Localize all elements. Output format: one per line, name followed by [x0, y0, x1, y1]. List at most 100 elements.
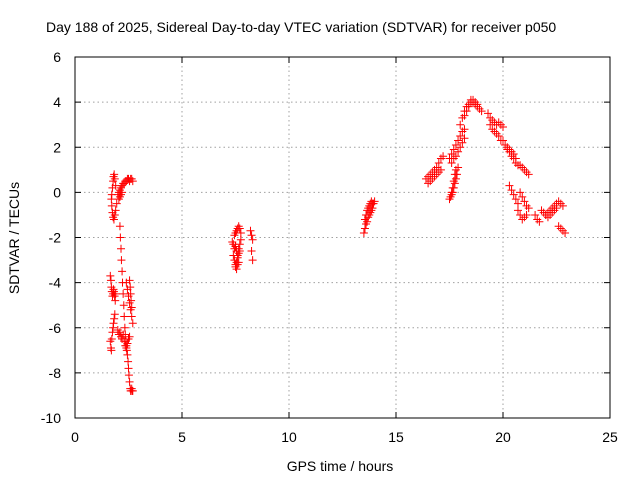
data-point: [126, 283, 135, 292]
data-point: [439, 152, 448, 161]
data-point: [247, 231, 256, 240]
data-point: [522, 210, 531, 219]
y-tick-label: -8: [49, 365, 62, 381]
data-point: [537, 206, 546, 215]
data-point: [109, 172, 118, 181]
data-point: [110, 310, 119, 319]
data-point: [106, 337, 115, 346]
data-point: [471, 98, 480, 107]
data-point: [127, 312, 136, 321]
data-point: [116, 233, 125, 242]
data-point: [473, 100, 482, 109]
data-point: [454, 136, 463, 145]
data-point: [110, 314, 119, 323]
data-point: [119, 301, 128, 310]
y-tick-label: 4: [53, 94, 61, 110]
data-point: [511, 195, 520, 204]
data-point: [548, 208, 557, 217]
chart-title: Day 188 of 2025, Sidereal Day-to-day VTE…: [46, 19, 556, 35]
data-point: [518, 192, 527, 201]
data-point: [111, 289, 120, 298]
data-point: [454, 163, 463, 172]
data-point: [436, 154, 445, 163]
data-point: [127, 384, 136, 393]
data-point: [447, 150, 456, 159]
data-point: [424, 179, 433, 188]
data-point: [436, 165, 445, 174]
data-point: [128, 386, 137, 395]
y-tick-label: -2: [49, 230, 62, 246]
data-point: [450, 179, 459, 188]
data-point: [126, 305, 135, 314]
y-tick-label: 0: [53, 184, 61, 200]
data-point: [119, 330, 128, 339]
data-point: [428, 174, 437, 183]
data-point: [451, 165, 460, 174]
data-point: [432, 170, 441, 179]
data-point: [556, 224, 565, 233]
data-point: [359, 228, 368, 237]
data-series-sdtvar: [106, 95, 570, 395]
data-point: [524, 204, 533, 213]
data-point: [117, 256, 126, 265]
data-point: [513, 206, 522, 215]
data-point: [248, 235, 257, 244]
data-point: [234, 258, 243, 267]
data-point: [127, 303, 136, 312]
data-point: [464, 102, 473, 111]
data-point: [124, 364, 133, 373]
data-point: [494, 131, 503, 140]
data-point: [456, 143, 465, 152]
data-point: [235, 224, 244, 233]
data-point: [460, 134, 469, 143]
y-axis-title: SDTVAR / TECUs: [6, 182, 22, 294]
data-point: [486, 120, 495, 129]
data-point: [507, 152, 516, 161]
data-point: [125, 298, 134, 307]
data-point: [558, 226, 567, 235]
data-point: [235, 240, 244, 249]
data-point: [516, 188, 525, 197]
data-point: [509, 190, 518, 199]
data-point: [229, 251, 238, 260]
data-point: [446, 192, 455, 201]
data-point: [232, 265, 241, 274]
data-point: [106, 271, 115, 280]
data-point: [458, 113, 467, 122]
data-point: [107, 335, 116, 344]
data-point: [362, 210, 371, 219]
data-point: [126, 289, 135, 298]
data-point: [115, 222, 124, 231]
data-point: [556, 199, 565, 208]
data-point: [520, 197, 529, 206]
data-point: [492, 129, 501, 138]
data-point: [451, 140, 460, 149]
y-tick-label: -10: [41, 410, 61, 426]
data-point: [362, 219, 371, 228]
data-point: [518, 215, 527, 224]
data-point: [462, 107, 471, 116]
y-tick-label: -4: [49, 275, 62, 291]
data-point: [434, 159, 443, 168]
data-point: [507, 186, 516, 195]
data-point: [236, 228, 245, 237]
data-point: [520, 213, 529, 222]
data-point: [123, 339, 132, 348]
data-point: [124, 371, 133, 380]
data-point: [107, 201, 116, 210]
data-point: [119, 289, 128, 298]
x-tick-label: 0: [71, 429, 79, 445]
x-axis-title: GPS time / hours: [287, 458, 394, 474]
data-point: [460, 125, 469, 134]
data-point: [490, 127, 499, 136]
data-point: [475, 104, 484, 113]
data-point: [125, 377, 134, 386]
data-point: [117, 244, 126, 253]
data-point: [499, 136, 507, 145]
data-point: [509, 154, 518, 163]
data-point: [236, 235, 245, 244]
data-point: [513, 199, 522, 208]
data-point: [110, 170, 119, 179]
data-point: [109, 319, 118, 328]
